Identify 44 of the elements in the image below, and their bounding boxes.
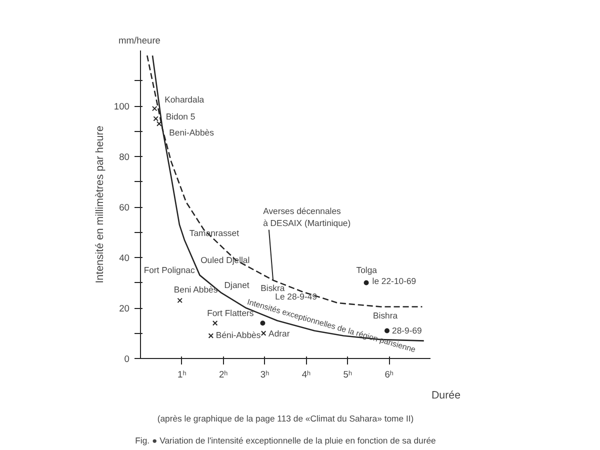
y-tick-label: 40 xyxy=(119,253,130,264)
point xyxy=(177,298,182,304)
annotation: Le 28-9-49 xyxy=(275,292,318,302)
y-tick-label: 0 xyxy=(124,354,130,364)
annotation: Beni-Abbès xyxy=(169,128,215,138)
annotation: Tamanrasset xyxy=(189,228,240,238)
point xyxy=(153,116,158,122)
point xyxy=(152,106,158,112)
annotation: Béni-Abbès xyxy=(216,330,262,340)
point xyxy=(384,328,390,334)
annotation: Adrar xyxy=(268,328,290,338)
text: mm/heure xyxy=(118,36,160,46)
x-tick-label: 4ʰ xyxy=(302,370,312,380)
annotation: Beni Abbès xyxy=(174,284,218,294)
point xyxy=(260,320,266,326)
text: (après le graphique de la page 113 de «Climat du Sahara» tome II) xyxy=(157,414,414,424)
annotation: le 22-10-69 xyxy=(372,276,416,286)
annotation: 28-9-69 xyxy=(392,326,422,336)
annotation: Ouled Djellal xyxy=(200,255,250,266)
point xyxy=(208,333,214,338)
x-tick-label: 3ʰ xyxy=(260,370,270,380)
point xyxy=(156,121,162,126)
x-tick-label: 2ʰ xyxy=(218,370,228,380)
annotation: Biskra xyxy=(260,282,285,293)
point xyxy=(212,320,218,326)
annotation: Djanet xyxy=(224,280,250,290)
annotation: Kohardala xyxy=(164,94,204,105)
y-tick-label: 60 xyxy=(119,202,130,213)
annotation: Fort Polignac xyxy=(144,265,196,276)
x-tick-label: 1ʰ xyxy=(178,370,187,380)
y-tick-label: 20 xyxy=(119,304,130,314)
point xyxy=(364,280,369,286)
y-axis-title: Intensité en millimètres par heure xyxy=(94,126,106,284)
x-axis-title: Durée xyxy=(431,390,461,402)
text: Fig. ● Variation de l'intensité exceptionnelle de la pluie en fonction de sa durée xyxy=(135,436,436,446)
y-tick-label: 80 xyxy=(119,152,130,162)
annotation: Averses décennales à DESAIX (Martinique) xyxy=(263,206,351,228)
annotation: Bishra xyxy=(373,310,398,321)
annotation: Bidon 5 xyxy=(166,112,196,122)
y-tick-label: 100 xyxy=(114,102,130,112)
x-tick-label: 5ʰ xyxy=(343,370,352,380)
point xyxy=(260,330,266,336)
x-tick-label: 6ʰ xyxy=(384,370,394,380)
annotation: Tolga xyxy=(356,264,378,275)
